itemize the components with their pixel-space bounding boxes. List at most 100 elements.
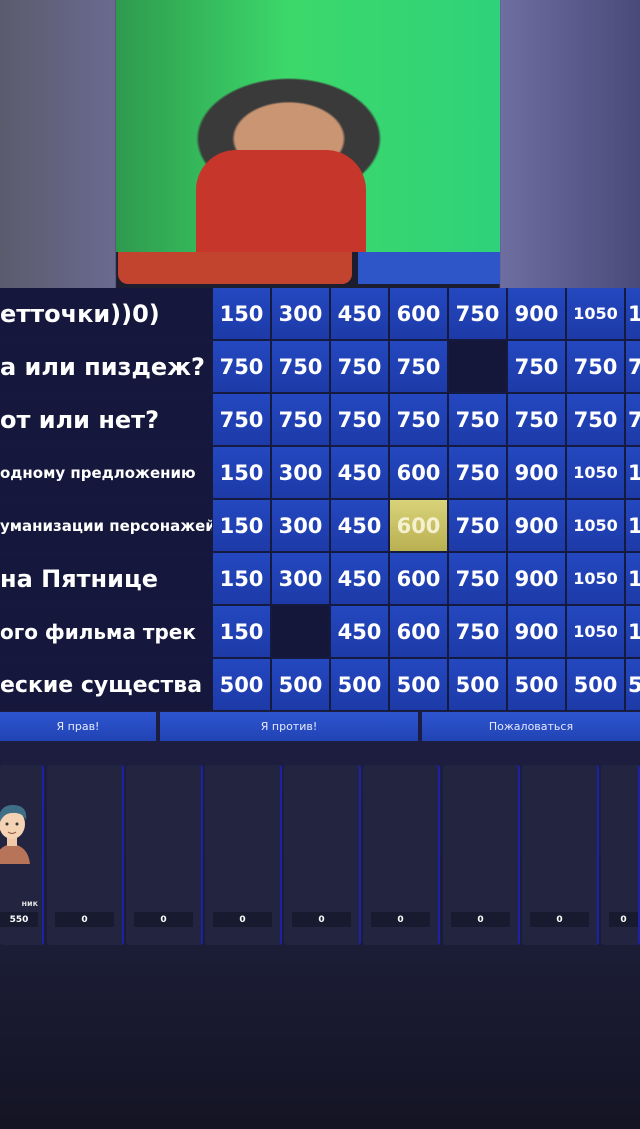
question-cell[interactable]: 600	[390, 553, 447, 604]
question-cell[interactable]: 7	[626, 394, 640, 445]
question-cell[interactable]: 900	[508, 553, 565, 604]
question-cell[interactable]: 600	[390, 447, 447, 498]
question-cell[interactable]: 750	[390, 341, 447, 392]
question-cell[interactable]: 600	[390, 606, 447, 657]
question-cell[interactable]: 750	[567, 341, 624, 392]
player-card[interactable]: 0	[205, 765, 282, 945]
question-cell[interactable]: 750	[390, 394, 447, 445]
question-cell[interactable]: 1050	[567, 500, 624, 551]
question-cell[interactable]: 500	[272, 659, 329, 710]
player-name: ник	[21, 899, 38, 908]
question-cell[interactable]: 600	[390, 288, 447, 339]
game-board: етточки))0) 150 300 450 600 750 900 1050 1 а или …	[0, 288, 640, 711]
player-card[interactable]: 0	[363, 765, 440, 945]
player-card[interactable]: 0	[601, 765, 640, 945]
boy-avatar-icon	[0, 800, 32, 865]
player-card[interactable]: 0	[47, 765, 124, 945]
question-cell[interactable]: 750	[449, 606, 506, 657]
question-cell[interactable]: 500	[390, 659, 447, 710]
question-cell[interactable]: 500	[449, 659, 506, 710]
board-row: одному предложению 150 300 450 600 750 900 1050…	[0, 447, 640, 500]
player-card[interactable]: 0	[284, 765, 361, 945]
question-cell[interactable]: 900	[508, 447, 565, 498]
question-cell[interactable]: 500	[213, 659, 270, 710]
question-cell[interactable]: 750	[449, 447, 506, 498]
question-cell[interactable]: 900	[508, 288, 565, 339]
question-cell[interactable]: 5	[626, 659, 640, 710]
i-am-right-button[interactable]: Я прав!	[0, 712, 156, 741]
question-cell[interactable]: 150	[213, 288, 270, 339]
question-cell[interactable]: 500	[567, 659, 624, 710]
question-cell[interactable]: 900	[508, 606, 565, 657]
question-cell[interactable]: 300	[272, 288, 329, 339]
stream-header	[0, 0, 640, 288]
question-cell[interactable]: 1050	[567, 288, 624, 339]
question-cell[interactable]: 750	[508, 394, 565, 445]
category-label: а или пиздеж?	[0, 341, 212, 393]
question-cell[interactable]: 1	[626, 606, 640, 657]
question-cell[interactable]: 900	[508, 500, 565, 551]
i-object-button[interactable]: Я против!	[160, 712, 418, 741]
question-cell[interactable]: 1	[626, 500, 640, 551]
board-row: етточки))0) 150 300 450 600 750 900 1050 1	[0, 288, 640, 341]
category-label: уманизации персонажей	[0, 500, 212, 552]
question-cell[interactable]: 450	[331, 288, 388, 339]
question-cell	[272, 606, 329, 657]
question-cell[interactable]: 1050	[567, 447, 624, 498]
player-card[interactable]: 0	[522, 765, 599, 945]
question-cell[interactable]: 7	[626, 341, 640, 392]
question-cell[interactable]: 500	[508, 659, 565, 710]
question-cell[interactable]: 300	[272, 500, 329, 551]
question-cell[interactable]: 1050	[567, 553, 624, 604]
player-score: 0	[292, 912, 351, 927]
category-label: одному предложению	[0, 447, 212, 499]
question-cell[interactable]: 600	[390, 500, 447, 551]
question-cell[interactable]: 1	[626, 447, 640, 498]
question-cell[interactable]: 750	[272, 341, 329, 392]
question-cell[interactable]: 750	[213, 394, 270, 445]
complain-button[interactable]: Пожаловаться	[422, 712, 640, 741]
question-cell[interactable]: 750	[449, 553, 506, 604]
category-text: а или пиздеж?	[0, 353, 205, 381]
question-cell[interactable]: 150	[213, 553, 270, 604]
question-cell[interactable]: 750	[567, 394, 624, 445]
question-cell[interactable]: 450	[331, 606, 388, 657]
category-label: етточки))0)	[0, 288, 212, 340]
question-cell[interactable]: 450	[331, 447, 388, 498]
question-cell[interactable]: 750	[331, 394, 388, 445]
question-cell[interactable]: 750	[449, 394, 506, 445]
player-card[interactable]: ник 550	[0, 765, 44, 945]
question-cell[interactable]: 1050	[567, 606, 624, 657]
question-cell[interactable]: 750	[449, 500, 506, 551]
question-cell[interactable]: 750	[449, 288, 506, 339]
question-cell[interactable]: 1	[626, 553, 640, 604]
category-label: еские существа	[0, 659, 212, 711]
question-cell[interactable]: 150	[213, 500, 270, 551]
category-label: ого фильма трек	[0, 606, 212, 658]
board-row: от или нет? 750 750 750 750 750 750 750 7	[0, 394, 640, 447]
question-cell[interactable]: 500	[331, 659, 388, 710]
question-cell[interactable]: 150	[213, 606, 270, 657]
question-cell[interactable]: 300	[272, 553, 329, 604]
category-text: уманизации персонажей	[0, 517, 212, 535]
player-score: 0	[134, 912, 193, 927]
question-cell[interactable]: 1	[626, 288, 640, 339]
question-cell[interactable]: 750	[213, 341, 270, 392]
question-cell[interactable]: 750	[272, 394, 329, 445]
player-card[interactable]: 0	[126, 765, 203, 945]
webcam-video	[116, 0, 500, 252]
webcam-streamer	[196, 150, 366, 252]
player-score: 0	[371, 912, 430, 927]
question-cell[interactable]: 450	[331, 553, 388, 604]
question-cell[interactable]: 300	[272, 447, 329, 498]
question-cell[interactable]: 750	[508, 341, 565, 392]
question-cell[interactable]: 750	[331, 341, 388, 392]
question-cell[interactable]: 150	[213, 447, 270, 498]
question-cell[interactable]: 450	[331, 500, 388, 551]
host-bar-red	[118, 252, 352, 284]
category-label: от или нет?	[0, 394, 212, 446]
player-score: 0	[609, 912, 638, 927]
category-text: ого фильма трек	[0, 620, 196, 644]
player-card[interactable]: 0	[443, 765, 520, 945]
player-score: 550	[0, 912, 38, 927]
